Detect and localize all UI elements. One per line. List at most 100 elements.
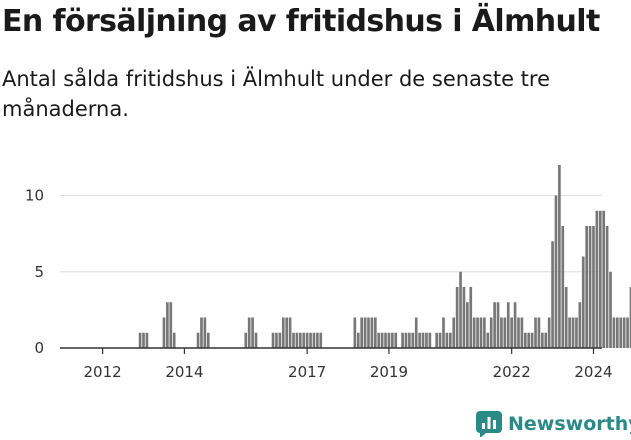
bar [254,332,258,348]
bar [247,317,251,348]
bar [363,317,367,348]
bar [629,287,631,348]
bar [244,332,248,348]
bar [302,332,306,348]
bar [312,332,316,348]
bar [206,332,210,348]
bar [564,287,568,348]
x-tick-label: 2024 [574,363,612,381]
bar [442,317,445,348]
bar [585,226,588,348]
bar [384,332,387,348]
bar [166,302,169,348]
bar [428,332,432,348]
bar [435,332,438,348]
bar [616,317,619,348]
bar [425,332,428,348]
bar [278,332,282,348]
bar [459,271,462,348]
bar [568,317,571,348]
bar [448,332,452,348]
bar [411,332,415,348]
bar [401,332,404,348]
bar [295,332,299,348]
bar [517,317,520,348]
bar [472,317,476,348]
bar [281,317,285,348]
bar [404,332,408,348]
bar [595,210,599,348]
bar [513,302,517,348]
bar [251,317,254,348]
y-tick-label: 5 [34,263,44,281]
bar [466,302,469,348]
bar [541,332,544,348]
bar [500,317,503,348]
bar [414,317,418,348]
bar [561,226,565,348]
bar [534,317,537,348]
bar [547,317,551,348]
x-tick-label: 2014 [165,363,203,381]
bar [377,332,381,348]
x-tick-label: 2022 [493,363,531,381]
bar [626,317,629,348]
bar [367,317,370,348]
bar [275,332,278,348]
bar [503,317,507,348]
bar [438,332,442,348]
bar [598,210,602,348]
bar [602,210,606,348]
bar [469,287,473,348]
bar [592,226,595,348]
bar [319,332,323,348]
x-tick-label: 2012 [84,363,122,381]
y-tick-label: 10 [25,187,44,205]
bar [394,332,398,348]
bar [142,332,145,348]
bar [462,287,466,348]
bar [493,302,496,348]
bar [172,332,176,348]
chart-title: En försäljning av fritidshus i Älmhult [2,4,600,39]
newsworthy-logo-icon [476,411,502,437]
bar [612,317,616,348]
bar [373,317,377,348]
x-tick-label: 2017 [288,363,326,381]
bar [138,332,142,348]
bar [305,332,309,348]
bar [619,317,623,348]
bar [530,332,534,348]
bar [575,317,578,348]
bar [554,195,558,348]
bar [520,317,524,348]
bar [418,332,421,348]
bar [479,317,483,348]
bar [581,256,585,348]
y-tick-label: 0 [34,339,44,357]
bar [506,302,510,348]
bar [544,332,548,348]
bar [489,317,493,348]
bar [285,317,289,348]
bar [162,317,166,348]
bar [145,332,149,348]
bar [527,332,531,348]
bar [288,317,292,348]
bar [271,332,275,348]
bar [169,302,173,348]
bar [510,317,513,348]
bar [496,302,500,348]
bar [578,302,582,348]
bar [408,332,411,348]
bar [571,317,575,348]
bar [605,226,609,348]
bar [391,332,394,348]
bar [609,271,612,348]
bar [486,332,490,348]
bar [203,317,207,348]
bar [360,317,364,348]
chart-subtitle: Antal sålda fritidshus i Älmhult under d… [2,67,551,121]
bar [622,317,626,348]
bar [316,332,319,348]
